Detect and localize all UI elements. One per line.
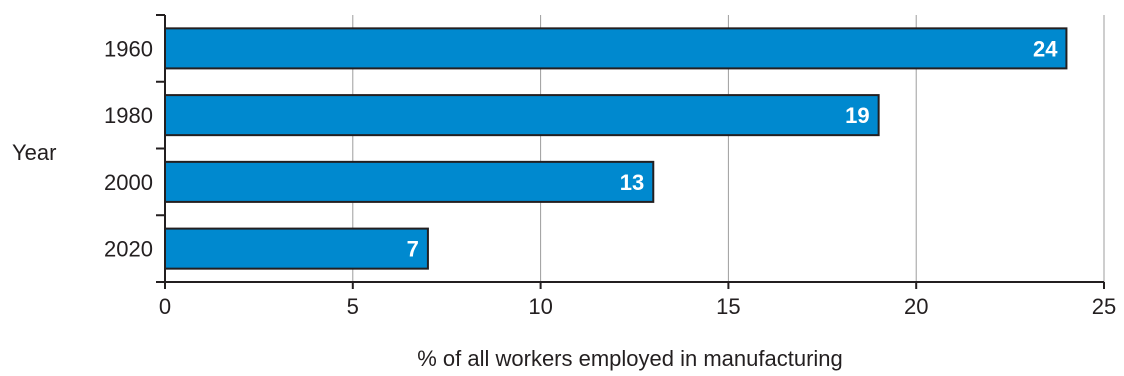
y-tick-label: 2000 (104, 170, 153, 195)
bar-value-label: 19 (845, 103, 869, 128)
bar (164, 160, 655, 203)
x-tick-label: 20 (904, 294, 928, 319)
x-ticks: 0 5 10 15 20 25 (159, 282, 1116, 319)
x-tick-label: 0 (159, 294, 171, 319)
x-tick-label: 5 (347, 294, 359, 319)
x-tick-label: 15 (716, 294, 740, 319)
y-axis-title: Year (12, 140, 56, 165)
y-tick-label: 2020 (104, 237, 153, 262)
bars: 24 19 13 7 (164, 27, 1068, 270)
bar-value-label: 7 (407, 237, 419, 262)
bar-value-label: 13 (620, 170, 644, 195)
bar (164, 94, 880, 137)
bar (164, 27, 1068, 70)
x-tick-label: 10 (528, 294, 552, 319)
x-axis-title: % of all workers employed in manufacturi… (417, 346, 843, 371)
x-tick-label: 25 (1092, 294, 1116, 319)
bar (164, 227, 429, 270)
y-ticks: 1960 1980 2000 2020 (104, 14, 165, 283)
y-tick-label: 1980 (104, 103, 153, 128)
bar-value-label: 24 (1033, 36, 1058, 61)
y-tick-label: 1960 (104, 36, 153, 61)
